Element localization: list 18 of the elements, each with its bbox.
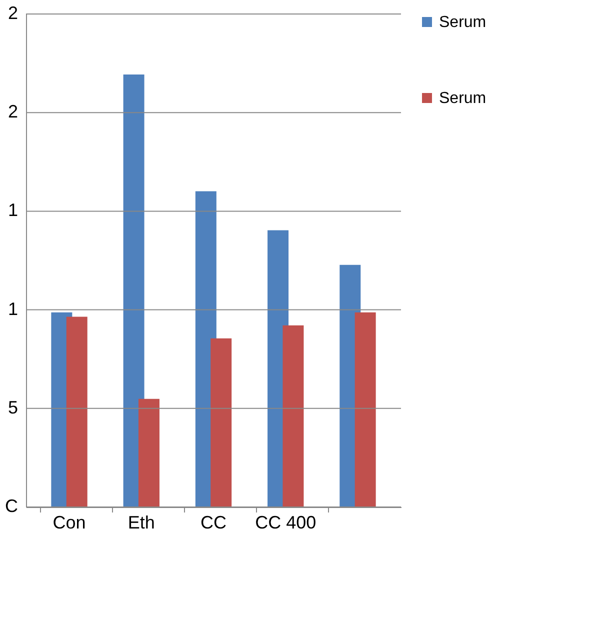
x-tick-label: CC 400 [255, 512, 316, 532]
bar [66, 316, 88, 507]
bar [210, 338, 232, 507]
bar [354, 312, 376, 507]
text: 1 [8, 298, 18, 319]
bar [123, 74, 144, 507]
text: 2 [8, 102, 18, 122]
text: 5 [8, 397, 18, 418]
x-tick-label: Con [52, 512, 86, 532]
bar [282, 325, 304, 507]
text: C [5, 496, 18, 516]
text: 2 [8, 3, 18, 23]
x-tick-label: CC [200, 512, 226, 532]
legend-label: Serum [439, 14, 486, 31]
legend-label: Serum [439, 90, 486, 107]
bar [138, 398, 160, 507]
x-tick-label: Eth [128, 512, 155, 532]
text: 1 [8, 200, 18, 220]
